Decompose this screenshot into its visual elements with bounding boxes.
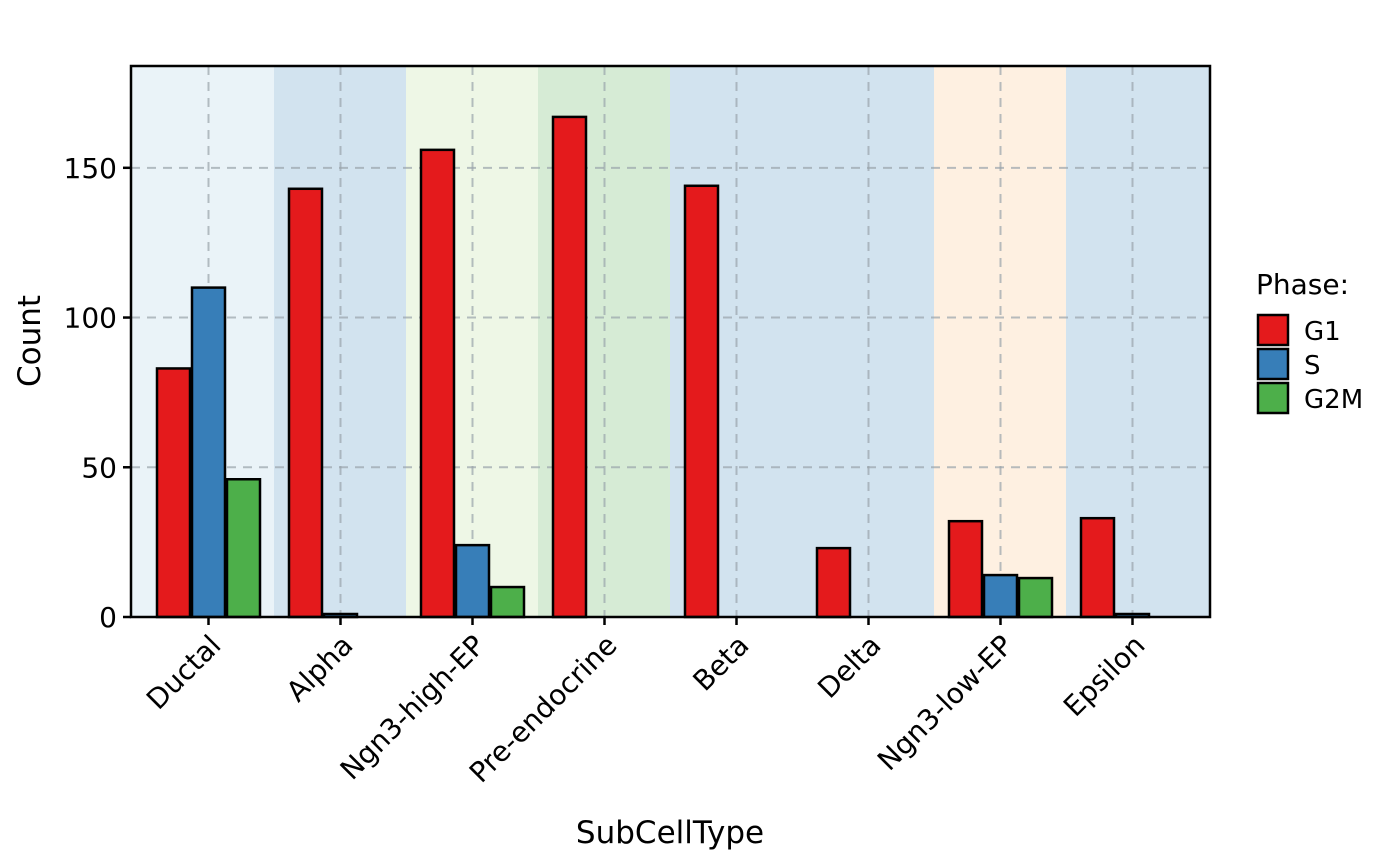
x-tick-label: Beta: [686, 629, 755, 698]
bar-g1-ngn3-low-ep: [947, 519, 984, 619]
bar-g2m-ngn3-high-ep: [489, 585, 526, 619]
x-tick-label: Delta: [811, 629, 887, 705]
plot-frame: [129, 64, 1212, 619]
y-tick-label: 50: [81, 451, 117, 484]
legend-label-s: S: [1304, 351, 1321, 381]
bar-g1-ngn3-high-ep: [419, 148, 456, 619]
legend-swatch-s: [1256, 347, 1290, 381]
y-axis: 0 50 100 150: [64, 152, 131, 634]
bar-g1-delta: [815, 546, 852, 619]
bar-g1-epsilon: [1079, 516, 1116, 619]
bar-g1-alpha: [287, 187, 324, 619]
bars: [155, 115, 1151, 619]
bar-s-ngn3-low-ep: [982, 573, 1019, 619]
legend-label-g1: G1: [1304, 317, 1341, 347]
bar-g1-beta: [683, 184, 720, 619]
legend-swatch-g1: [1256, 313, 1290, 347]
y-axis-title: Count: [12, 295, 48, 387]
legend-label-g2m: G2M: [1304, 385, 1363, 415]
x-tick-label: Epsilon: [1057, 629, 1151, 723]
y-tick-label: 100: [64, 302, 117, 335]
legend: Phase: G1 S G2M: [1256, 268, 1363, 415]
x-tick-label: Alpha: [280, 629, 360, 709]
bar-g1-pre-endocrine: [551, 115, 588, 619]
bar-g2m-ductal: [225, 478, 262, 619]
y-tick-label: 150: [64, 152, 117, 185]
y-tick-label: 0: [99, 601, 117, 634]
bar-g2m-ngn3-low-ep: [1017, 576, 1054, 619]
x-tick-label: Ngn3-low-EP: [871, 629, 1019, 777]
bar-g1-ductal: [155, 367, 192, 619]
x-tick-label: Ductal: [140, 629, 227, 716]
bar-s-ductal: [190, 286, 227, 619]
legend-swatch-g2m: [1256, 381, 1290, 415]
x-axis-title: SubCellType: [576, 815, 764, 851]
bar-s-ngn3-high-ep: [454, 543, 491, 619]
legend-title: Phase:: [1256, 268, 1349, 301]
